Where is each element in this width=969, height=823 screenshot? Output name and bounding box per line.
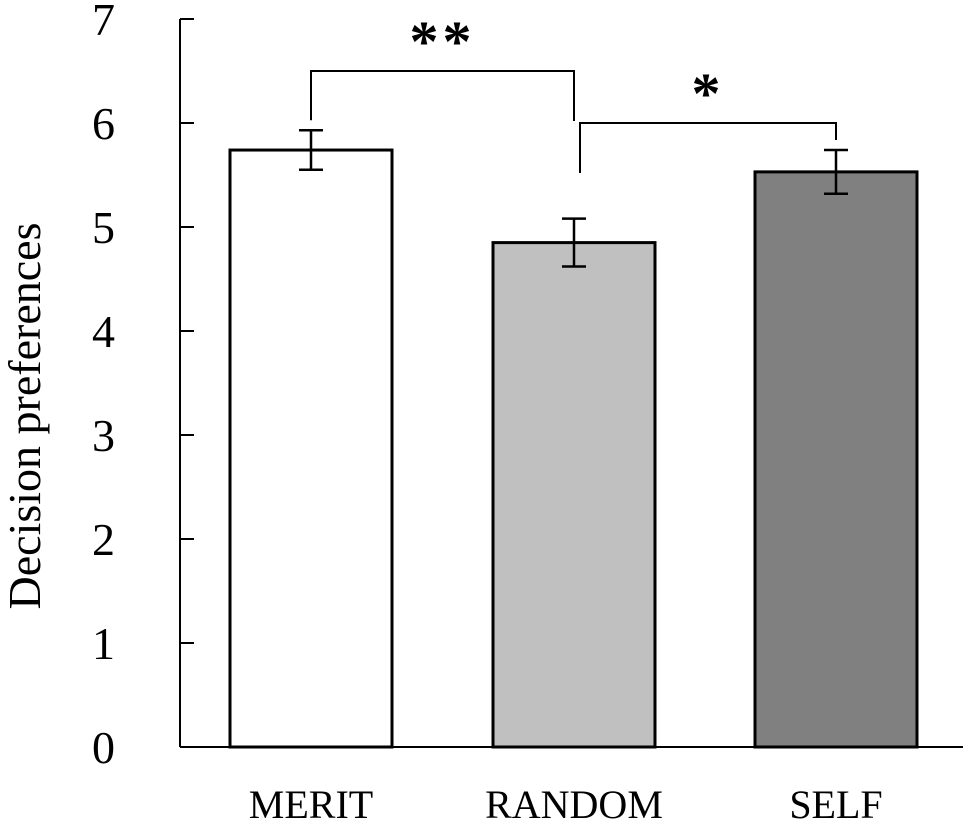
x-tick-label-self: SELF bbox=[789, 782, 882, 823]
axes-layer bbox=[179, 19, 963, 748]
x-tick-labels: MERIT RANDOM SELF bbox=[249, 782, 883, 823]
error-bars-layer bbox=[299, 129, 848, 268]
y-ticks: 0 1 2 3 4 5 6 7 bbox=[92, 0, 194, 773]
y-tick-label: 0 bbox=[92, 722, 115, 773]
bar-random bbox=[491, 241, 657, 749]
y-tick-label: 3 bbox=[92, 410, 115, 461]
significance-bracket bbox=[310, 70, 575, 121]
y-tick-label: 5 bbox=[92, 202, 115, 253]
significance-brackets: *** bbox=[310, 9, 837, 173]
significance-bracket bbox=[579, 122, 837, 173]
x-tick-label-merit: MERIT bbox=[249, 782, 373, 823]
y-axis-title: Decision preferences bbox=[0, 223, 50, 610]
significance-label: ** bbox=[410, 9, 476, 74]
y-tick-label: 7 bbox=[92, 0, 115, 45]
y-tick-label: 2 bbox=[92, 514, 115, 565]
bar-merit bbox=[228, 148, 394, 749]
y-tick-label: 6 bbox=[92, 98, 115, 149]
bar-self bbox=[753, 170, 919, 749]
y-tick-label: 4 bbox=[92, 306, 115, 357]
significance-label: * bbox=[692, 61, 725, 126]
y-tick-label: 1 bbox=[92, 618, 115, 669]
x-tick-label-random: RANDOM bbox=[485, 782, 663, 823]
